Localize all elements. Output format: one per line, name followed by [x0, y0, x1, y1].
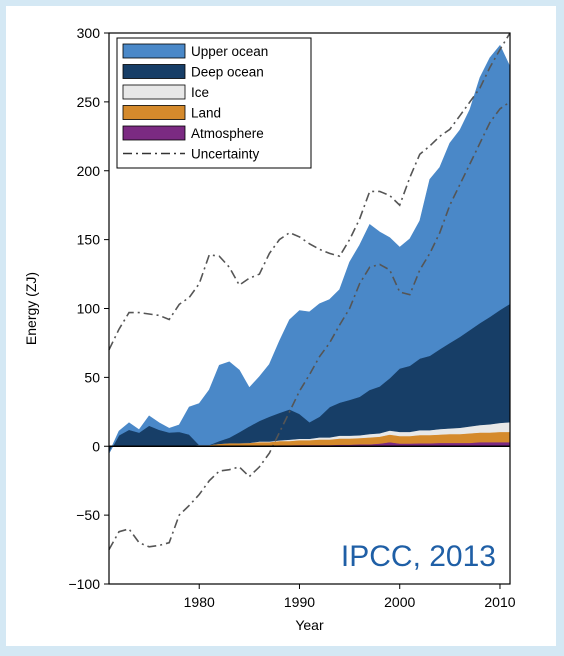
uncertainty-upper-line — [108, 32, 511, 351]
legend-swatch-atmosphere — [122, 125, 186, 141]
legend-label-upper-ocean: Upper ocean — [191, 44, 268, 59]
x-tick-label: 2000 — [384, 594, 415, 610]
x-tick-label: 1980 — [184, 594, 215, 610]
y-tick-label: 150 — [77, 232, 101, 248]
y-axis-label: Energy (ZJ) — [23, 272, 39, 345]
x-tick-label: 1990 — [284, 594, 315, 610]
chart-frame: −100 −50 0 50 100 150 200 250 300 1980 1990 2000 201… — [6, 6, 556, 646]
legend: Upper ocean Deep ocean Ice Land Atmosphere Un… — [116, 37, 312, 169]
y-tick-label: 300 — [77, 25, 101, 41]
y-tick-label: 250 — [77, 94, 101, 110]
legend-label-ice: Ice — [191, 85, 209, 100]
chart: −100 −50 0 50 100 150 200 250 300 1980 1990 2000 201… — [23, 25, 516, 633]
legend-swatch-upper-ocean — [122, 43, 186, 59]
uncertainty-lower-line — [108, 101, 511, 550]
legend-swatch-ice — [122, 84, 186, 100]
axis-ticks: −100 −50 0 50 100 150 200 250 300 1980 1990 2000 201… — [68, 25, 515, 610]
legend-swatch-land — [122, 105, 186, 120]
legend-label-deep-ocean: Deep ocean — [191, 65, 264, 80]
y-tick-label: 200 — [77, 163, 101, 179]
y-tick-label: 50 — [84, 369, 100, 385]
legend-label-atmosphere: Atmosphere — [191, 126, 264, 141]
legend-label-uncertainty: Uncertainty — [191, 147, 260, 162]
x-tick-label: 2010 — [484, 594, 515, 610]
y-tick-label: −100 — [68, 576, 100, 592]
x-axis-label: Year — [295, 617, 324, 633]
legend-label-land: Land — [191, 106, 221, 121]
legend-box — [116, 37, 312, 169]
y-tick-label: −50 — [76, 507, 100, 523]
uncertainty-lines — [108, 32, 511, 550]
source-annotation: IPCC, 2013 — [341, 540, 496, 573]
legend-swatch-deep-ocean — [122, 64, 186, 79]
y-tick-label: 0 — [92, 438, 100, 454]
y-tick-label: 100 — [77, 301, 101, 317]
